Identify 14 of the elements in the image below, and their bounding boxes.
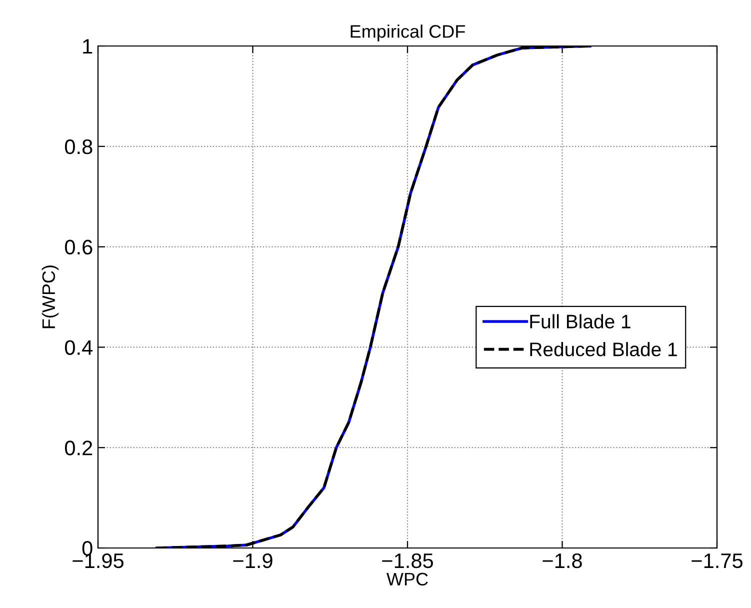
y-axis-title: F(WPC): [42, 266, 59, 328]
legend-label: Full Blade 1: [530, 314, 630, 328]
y-tick-label: 0.6: [64, 240, 92, 255]
x-tick-label: −1.85: [382, 553, 433, 568]
x-tick-label: −1.8: [542, 553, 582, 568]
chart-title: Empirical CDF: [350, 24, 465, 42]
y-tick-label: 0.2: [64, 440, 92, 456]
y-tick-label: 0.8: [64, 139, 92, 154]
y-tick-label: 1: [83, 39, 92, 54]
x-tick-label: −1.75: [692, 554, 742, 568]
y-tick-label: 0.4: [64, 340, 93, 355]
legend-label: Reduced Blade 1: [530, 342, 677, 356]
x-tick-label: −1.9: [233, 553, 272, 568]
x-axis-title: WPC: [386, 572, 428, 586]
